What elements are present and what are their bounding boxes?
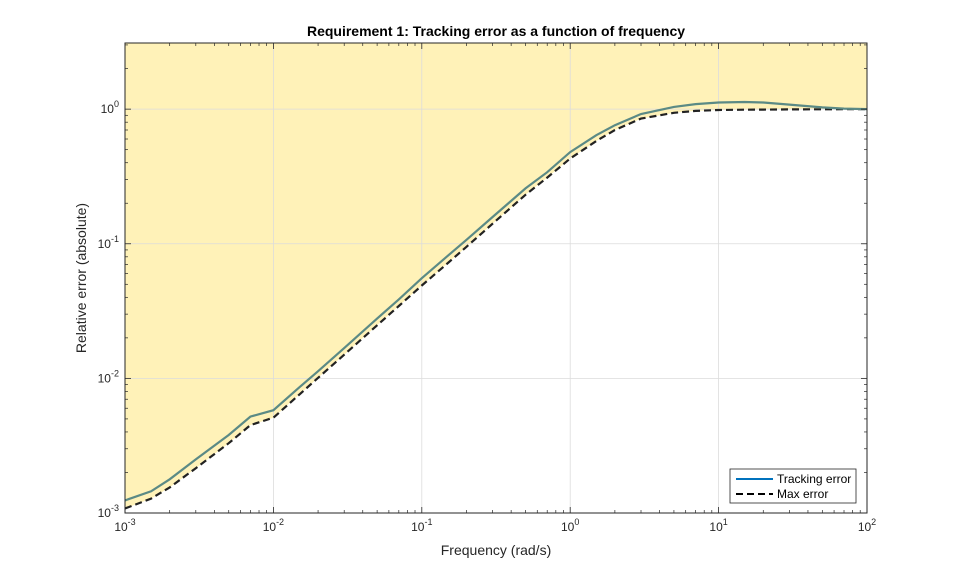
series-tracking-error-line <box>124 100 868 502</box>
y-tick-label: 100 <box>101 99 119 116</box>
y-tick-label: 10-1 <box>98 234 119 251</box>
legend[interactable]: Tracking error Max error <box>729 468 857 504</box>
chart-title: Requirement 1: Tracking error as a funct… <box>307 23 685 39</box>
x-tick-label: 10-3 <box>114 517 135 534</box>
y-tick-label: 10-2 <box>98 368 119 385</box>
y-axis-label: Relative error (absolute) <box>73 203 89 353</box>
x-tick-label: 100 <box>561 517 579 534</box>
x-tick-label: 10-2 <box>263 517 284 534</box>
x-tick-label: 102 <box>858 517 876 534</box>
x-tick-label: 101 <box>709 517 727 534</box>
ticks: 10-3 10-2 10-1 100 101 102 10-3 10-2 10-1 100 <box>98 43 876 534</box>
shaded-exclusion-region <box>125 43 867 509</box>
plot-frame <box>124 42 868 514</box>
series-max-error-line <box>124 108 868 510</box>
x-tick-label: 10-1 <box>411 517 432 534</box>
legend-max-error-label: Max error <box>777 487 828 501</box>
legend-tracking-error-label: Tracking error <box>777 472 851 486</box>
x-axis-label: Frequency (rad/s) <box>441 542 551 558</box>
y-tick-label: 10-3 <box>98 503 119 520</box>
legend-box <box>729 468 857 504</box>
